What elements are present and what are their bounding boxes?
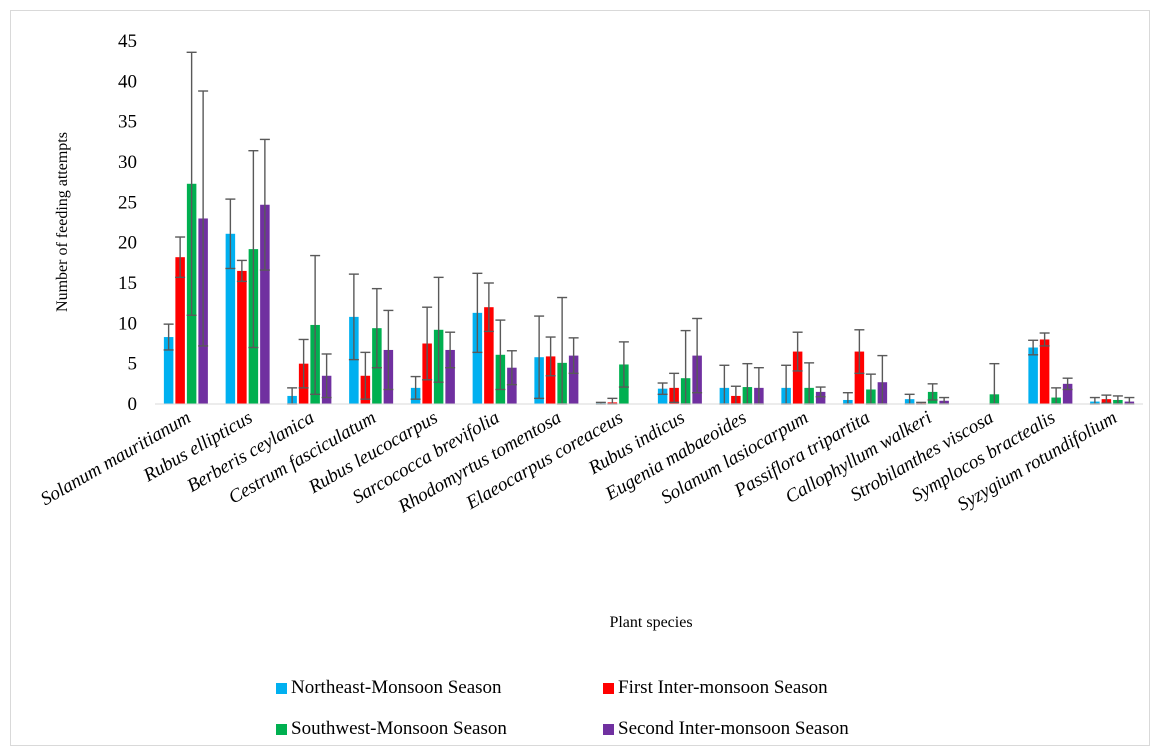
bar (1062, 383, 1073, 404)
error-bar (360, 351, 371, 400)
bar (792, 351, 803, 404)
error-bar (669, 372, 680, 404)
bar (1039, 339, 1050, 404)
error-bar (445, 331, 456, 369)
error-bar (348, 273, 359, 361)
bar (237, 270, 247, 404)
bars (163, 183, 1135, 404)
legend-swatch (276, 723, 287, 735)
error-bar (483, 282, 494, 333)
y-axis-title: Number of feeding attempts (54, 132, 71, 312)
bar (175, 257, 185, 404)
error-bar (248, 150, 259, 349)
error-bar (545, 336, 556, 377)
error-bar (506, 350, 517, 386)
y-tick-label: 35 (118, 112, 137, 133)
error-bar (618, 341, 629, 388)
y-tick-label: 5 (128, 354, 138, 375)
x-axis-title: Plant species (609, 614, 692, 631)
error-bar (298, 338, 309, 389)
bar (1028, 347, 1038, 404)
error-bar (310, 254, 321, 396)
legend-label: Second Inter-monsoon Season (618, 718, 849, 739)
y-tick-label: 45 (118, 31, 137, 52)
error-bar (383, 309, 394, 391)
error-bar (927, 383, 938, 401)
legend-swatch (603, 723, 614, 735)
error-bar (815, 386, 826, 398)
error-bar (198, 90, 209, 347)
y-tick-label: 20 (118, 233, 137, 254)
error-bar (472, 272, 483, 354)
error-bar (854, 329, 865, 375)
error-bar (534, 315, 545, 400)
error-bar (692, 317, 703, 394)
error-bar (657, 382, 668, 396)
bar (445, 349, 455, 404)
bar (815, 391, 826, 404)
legend-item-second-inter: Second Inter-monsoon Season (603, 718, 849, 740)
error-bars (163, 51, 1135, 405)
legend-swatch (276, 682, 287, 694)
bar (472, 312, 483, 404)
error-bar (371, 287, 382, 369)
legend-item-first-inter: First Inter-monsoon Season (603, 677, 828, 699)
y-tick-label: 0 (128, 394, 138, 415)
error-bar (259, 138, 270, 271)
bar (854, 351, 865, 404)
y-tick-label: 25 (118, 192, 137, 213)
error-bar (1062, 377, 1073, 391)
bar (225, 233, 236, 404)
bar (545, 356, 556, 404)
y-tick-label: 10 (118, 313, 137, 334)
error-bar (225, 198, 236, 270)
error-bar (433, 276, 444, 383)
legend-item-southwest: Southwest-Monsoon Season (276, 718, 507, 740)
y-tick-label: 30 (118, 152, 137, 173)
y-axis-ticks: 0 5 10 15 20 25 30 35 40 45 (118, 31, 137, 415)
bar (657, 388, 668, 404)
legend-label: Northeast-Monsoon Season (291, 677, 502, 698)
error-bar (186, 51, 197, 316)
error-bar (321, 353, 332, 399)
bar (349, 316, 359, 404)
error-bar (163, 323, 174, 351)
bar (484, 307, 494, 404)
legend-item-northeast: Northeast-Monsoon Season (276, 677, 502, 699)
error-bar (410, 375, 421, 400)
error-bar (1028, 339, 1039, 356)
error-bar (175, 236, 186, 279)
bar (260, 204, 270, 404)
error-bar (1039, 332, 1050, 347)
y-tick-label: 40 (118, 71, 137, 92)
legend-swatch (603, 682, 614, 694)
error-bar (495, 319, 506, 391)
legend-label: First Inter-monsoon Season (618, 677, 828, 698)
error-bar (1101, 394, 1112, 404)
legend-label: Southwest-Monsoon Season (291, 718, 507, 739)
error-bar (568, 337, 579, 375)
bar (568, 355, 579, 404)
error-bar (792, 331, 803, 372)
bar (507, 367, 517, 404)
y-tick-label: 15 (118, 273, 137, 294)
error-bar (422, 306, 433, 381)
bar (163, 337, 174, 404)
error-bar (236, 259, 247, 283)
